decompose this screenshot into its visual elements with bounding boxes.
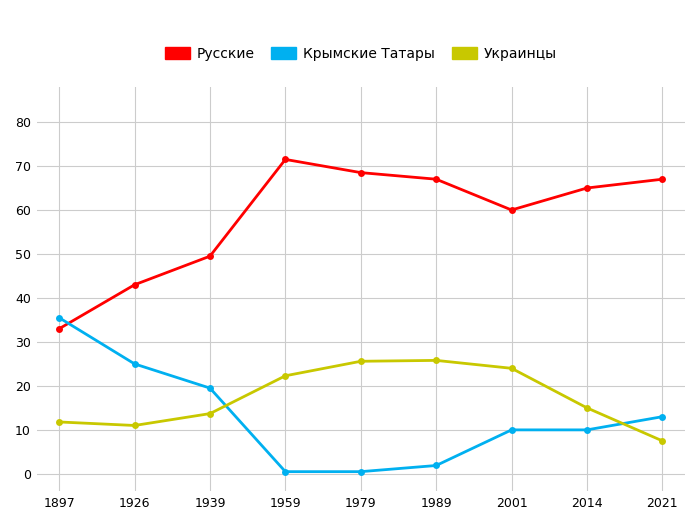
Legend: Русские, Крымские Татары, Украинцы: Русские, Крымские Татары, Украинцы (159, 41, 562, 66)
